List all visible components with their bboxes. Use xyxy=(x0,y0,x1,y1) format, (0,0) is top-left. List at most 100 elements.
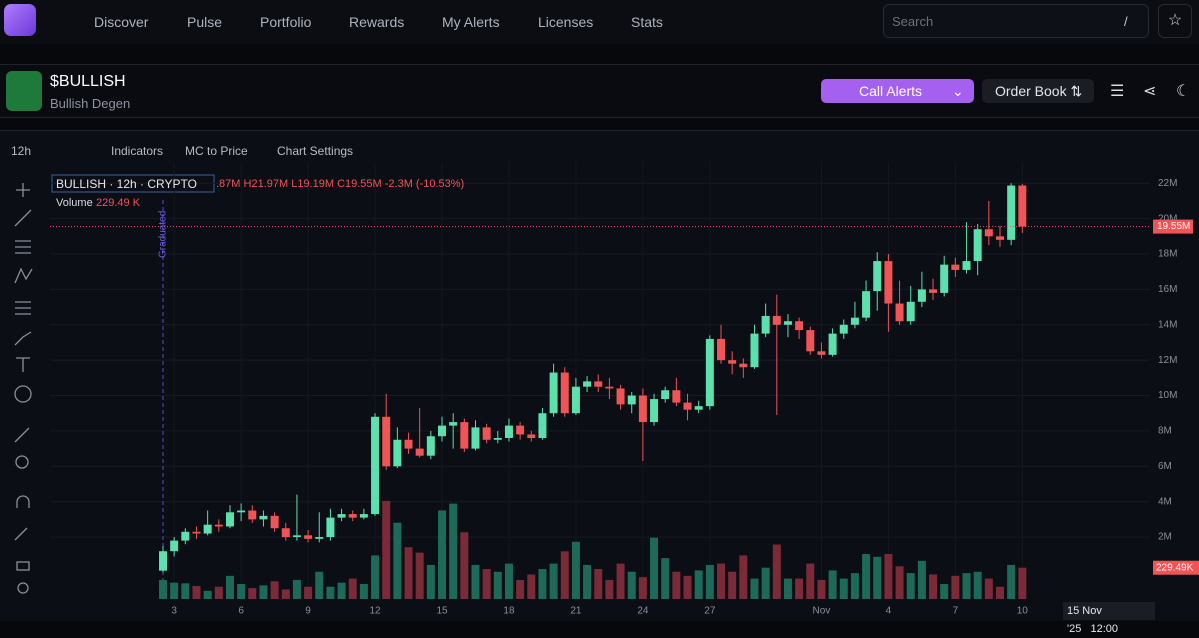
candle-body xyxy=(616,388,625,405)
volume-bar xyxy=(616,563,625,599)
candle-body xyxy=(750,333,759,368)
volume-bar xyxy=(761,567,770,599)
volume-bar xyxy=(538,569,547,599)
volume-bar xyxy=(895,566,904,599)
nav-item[interactable]: Discover xyxy=(94,14,149,30)
dropdown-caret: ⌄ xyxy=(952,83,964,99)
candle-body xyxy=(806,330,815,352)
candle-body xyxy=(516,425,525,435)
volume-bar xyxy=(795,578,804,599)
indicators[interactable]: Indicators xyxy=(111,144,164,158)
volume-bar xyxy=(237,584,246,599)
settings-icon[interactable]: ☰ xyxy=(1110,83,1125,100)
candle-body xyxy=(672,390,681,403)
volume-bar xyxy=(728,571,737,599)
candle-body xyxy=(1007,185,1016,240)
volume-bar xyxy=(962,573,971,599)
volume-bar xyxy=(415,552,424,599)
favorite-button[interactable]: ☆ xyxy=(1158,4,1192,38)
volume-bar xyxy=(359,584,368,599)
x-tick-label: 7 xyxy=(953,606,959,617)
volume-bar xyxy=(973,571,982,599)
top-nav: Discover Pulse Portfolio Rewards My Aler… xyxy=(0,0,1199,44)
y-tick-label: 14M xyxy=(1158,319,1177,330)
nav-item[interactable]: Rewards xyxy=(349,14,405,30)
candle-body xyxy=(426,436,435,456)
volume-bar xyxy=(315,571,324,599)
volume-bar xyxy=(828,570,837,599)
candle-body xyxy=(181,531,190,541)
volume-bar xyxy=(326,586,335,599)
candle-body xyxy=(1018,185,1027,227)
candle-body xyxy=(259,515,268,520)
mc-to-price[interactable]: MC to Price xyxy=(185,144,248,158)
theme-icon[interactable]: ☾ xyxy=(1176,83,1191,100)
volume-bar xyxy=(783,578,792,599)
order-book-button[interactable]: Order Book ⇅ xyxy=(982,79,1094,103)
candle-body xyxy=(482,427,491,440)
candle-body xyxy=(460,422,469,449)
x-tick-label: 6 xyxy=(238,606,244,617)
candle-body xyxy=(906,301,915,322)
candle-body xyxy=(170,540,179,552)
candle-body xyxy=(739,363,748,368)
candle-body xyxy=(382,416,391,467)
y-tick-label: 10M xyxy=(1158,390,1177,401)
candle-body xyxy=(940,264,949,293)
button-label: Order Book xyxy=(995,83,1067,99)
nav-item[interactable]: Portfolio xyxy=(260,14,312,30)
last-volume-tag xyxy=(1153,560,1199,575)
volume-bar xyxy=(1018,567,1027,599)
candle-body xyxy=(605,386,614,389)
volume-bar xyxy=(493,571,502,599)
y-tick-label: 6M xyxy=(1158,461,1172,472)
x-tick-label: 24 xyxy=(637,606,649,617)
nav-item[interactable]: Stats xyxy=(631,14,663,30)
volume-bar xyxy=(605,579,614,599)
volume-bar xyxy=(214,586,223,599)
call-alerts-button[interactable]: Call Alerts ⌄ xyxy=(821,79,974,103)
share-icon[interactable]: ⋖ xyxy=(1143,83,1157,100)
candle-body xyxy=(728,360,737,364)
candle-body xyxy=(337,514,346,518)
y-tick-label: 18M xyxy=(1158,249,1177,260)
volume-bar xyxy=(159,579,167,599)
volume-bar xyxy=(638,577,647,599)
volume-bar xyxy=(650,537,659,599)
candle-body xyxy=(850,317,859,325)
candle-body xyxy=(783,321,792,325)
candle-body xyxy=(717,338,725,361)
last-volume-label: 229.49K xyxy=(1156,562,1194,573)
nav-item[interactable]: Pulse xyxy=(187,14,223,30)
volume-bar xyxy=(996,586,1004,599)
candle-body xyxy=(538,413,547,438)
candle-body xyxy=(359,514,368,518)
nav-item[interactable]: Licenses xyxy=(538,14,594,30)
volume-bar xyxy=(404,547,413,599)
candle-body xyxy=(650,399,659,423)
token-symbol: $BULLISH xyxy=(50,73,126,90)
token-name: Bullish Degen xyxy=(50,96,131,111)
candle-body xyxy=(583,381,592,387)
y-tick-label: 4M xyxy=(1158,496,1172,507)
token-avatar xyxy=(6,71,42,111)
candle-body xyxy=(694,406,703,410)
candle-body xyxy=(973,229,982,262)
candle-body xyxy=(772,315,781,325)
volume-bar xyxy=(884,554,893,599)
search-box[interactable]: Search / xyxy=(883,4,1149,38)
volume-bar xyxy=(594,569,603,599)
nav-item[interactable]: My Alerts xyxy=(442,14,500,30)
y-tick-label: 16M xyxy=(1158,284,1177,295)
candle-body xyxy=(828,333,837,355)
chart-settings[interactable]: Chart Settings xyxy=(277,144,354,158)
volume-bar xyxy=(482,569,491,599)
volume-bar xyxy=(382,500,391,599)
interval[interactable]: 12h xyxy=(11,144,32,158)
x-tick-label: 10 xyxy=(1017,606,1029,617)
volume-bar xyxy=(281,589,290,599)
y-tick-label: 12M xyxy=(1158,355,1177,366)
x-tick-label: 27 xyxy=(704,606,716,617)
logo[interactable] xyxy=(4,4,36,36)
